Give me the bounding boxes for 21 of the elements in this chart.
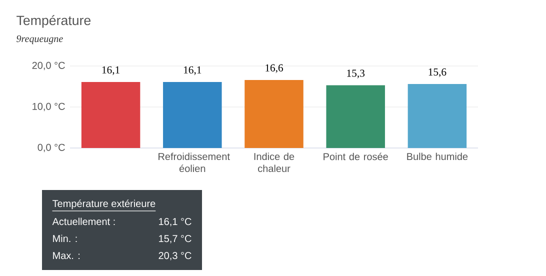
x-tick-label: Bulbe humide — [407, 152, 468, 160]
data-label: 16,1 — [184, 66, 202, 76]
x-tick-label: Point de rosée — [324, 152, 388, 160]
text: 15,7 °C — [159, 235, 192, 244]
x-tick-label: Refroidissement éolien — [158, 152, 230, 172]
x-tick-label: Indice de chaleur — [254, 152, 294, 172]
text: Actuellement : — [52, 218, 115, 226]
text: Température extérieure — [52, 200, 156, 210]
chart-title: Température — [16, 15, 91, 28]
text: Max. : — [53, 252, 80, 260]
chart-subtitle: 9requeugne — [16, 35, 63, 44]
data-label: 15,6 — [428, 68, 446, 78]
y-tick-label: 10,0 °C — [32, 102, 65, 112]
text: Min. : — [53, 234, 77, 242]
text: 16,1 °C — [159, 218, 192, 226]
data-label: 15,3 — [347, 70, 365, 78]
y-tick-label: 20,0 °C — [32, 62, 65, 70]
y-tick-label: 0,0 °C — [38, 144, 65, 152]
text: 20,3 °C — [158, 252, 192, 260]
data-label: 16,1 — [102, 66, 120, 76]
data-label: 16,6 — [266, 64, 284, 73]
